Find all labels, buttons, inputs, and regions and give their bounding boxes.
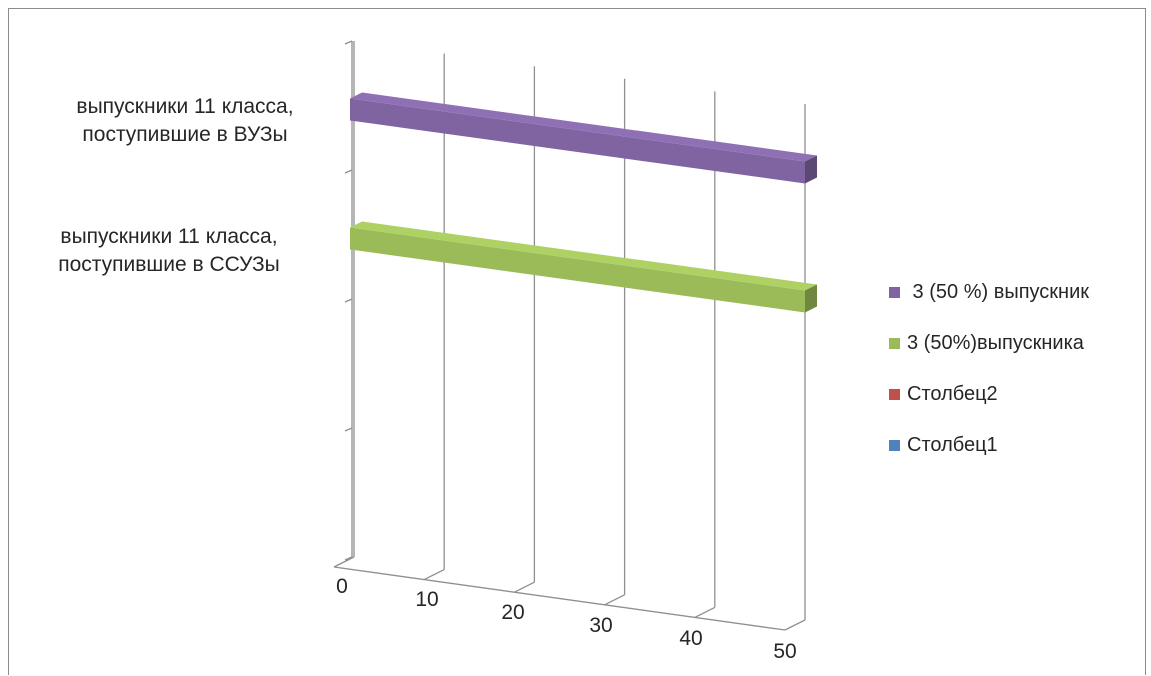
category-label-ssuz-line1: выпускники 11 класса,: [60, 225, 278, 248]
legend-label: 3 (50%)выпускника: [907, 332, 1084, 354]
category-axis-tick: [344, 40, 353, 45]
category-label-ssuz-line2: поступившие в ССУЗы: [58, 253, 280, 276]
bar-end-face: [805, 155, 817, 184]
x-axis-line: [333, 566, 786, 631]
x-tick-label: 40: [679, 627, 703, 650]
bar: [350, 98, 805, 184]
legend-item-series-3: Столбец2: [889, 369, 1089, 420]
legend-label: Столбец2: [907, 383, 998, 405]
legend-swatch-blue: [889, 440, 900, 451]
category-label-vuz-line2: поступившие в ВУЗы: [82, 123, 288, 146]
bar: [350, 227, 805, 313]
floor-depth-line: [514, 581, 535, 593]
legend-swatch-red: [889, 389, 900, 400]
legend-swatch-purple: [889, 287, 900, 298]
category-label-vuz-line1: выпускники 11 класса,: [76, 95, 294, 118]
legend-item-series-4: Столбец1: [889, 420, 1089, 471]
legend-item-series-2: 3 (50%)выпускника: [889, 318, 1089, 369]
x-tick-label: 0: [336, 575, 348, 598]
floor-depth-line: [784, 619, 806, 631]
x-tick-label: 10: [415, 588, 439, 611]
bar-end-face: [805, 284, 817, 313]
legend: 3 (50 %) выпускник 3 (50%)выпускника Сто…: [889, 267, 1089, 471]
category-label-ssuz: выпускники 11 класса, поступившие в ССУЗ…: [19, 223, 319, 279]
legend-label: Столбец1: [907, 434, 998, 456]
bar-top-face: [350, 92, 817, 162]
x-tick-label: 20: [501, 601, 525, 624]
category-label-vuz: выпускники 11 класса, поступившие в ВУЗы: [35, 93, 335, 149]
category-axis-tick: [344, 427, 353, 432]
category-axis-tick: [344, 169, 353, 174]
x-tick-label: 30: [589, 614, 613, 637]
x-tick-label: 50: [773, 640, 797, 663]
legend-item-series-1: 3 (50 %) выпускник: [889, 267, 1089, 318]
legend-swatch-green: [889, 338, 900, 349]
floor-depth-line: [423, 569, 445, 581]
category-axis-tick: [344, 556, 353, 561]
floor-depth-line: [694, 606, 716, 618]
bar-top-face: [350, 221, 817, 291]
category-axis-tick: [344, 298, 353, 303]
floor-depth-line: [333, 556, 355, 568]
legend-label: 3 (50 %) выпускник: [907, 281, 1090, 303]
floor-depth-line: [604, 594, 625, 606]
chart-area: выпускники 11 класса, поступившие в ВУЗы…: [8, 8, 1146, 675]
plot-area: [333, 40, 817, 631]
